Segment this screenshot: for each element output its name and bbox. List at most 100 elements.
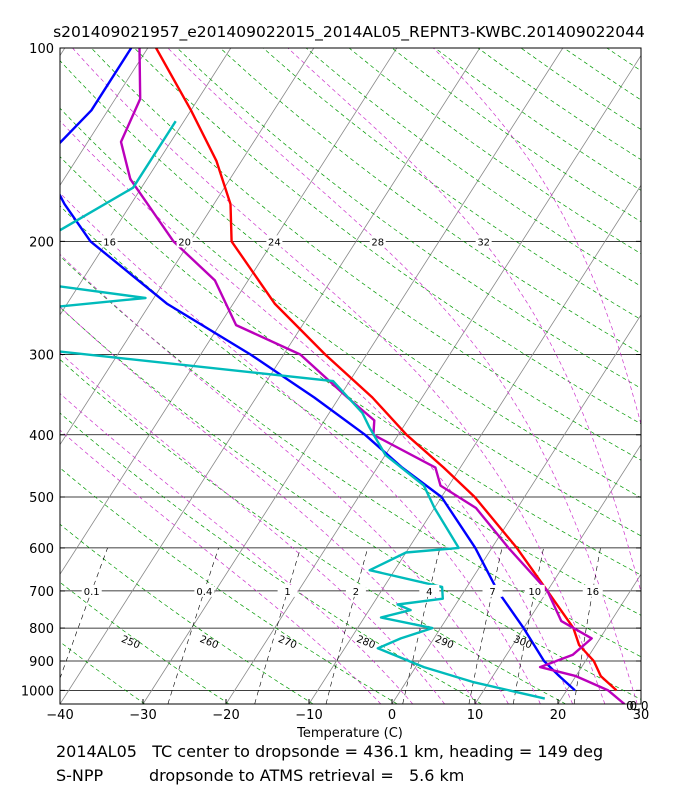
moist-adiabat-label-bg — [369, 235, 386, 248]
moist-adiabat-label-bg — [101, 235, 118, 248]
y-tick-label: 1000 — [21, 684, 54, 699]
dry-adiabat-label: 270 — [276, 634, 298, 651]
y-tick-label: 400 — [29, 429, 54, 444]
moist-adiabat-label: 16 — [103, 237, 116, 248]
dry-adiabat-label: 260 — [198, 634, 220, 651]
dry-adiabat — [60, 581, 230, 704]
x-tick-label: −30 — [129, 708, 156, 723]
mixing-ratio-label: 4 — [426, 587, 432, 598]
moist-adiabat — [287, 48, 641, 594]
mixing-ratio-label: 0.1 — [84, 587, 100, 598]
y-tick-label: 600 — [29, 542, 54, 557]
mixing-ratio-line — [254, 547, 301, 704]
mixing-ratio-label: 7 — [489, 587, 495, 598]
series-retrieval-temperature — [119, 48, 626, 704]
mixing-ratio-label-bg — [582, 584, 603, 597]
mixing-ratio-line — [512, 547, 544, 704]
isotherm — [474, 443, 641, 704]
isotherm — [557, 573, 641, 704]
isotherm — [60, 48, 481, 704]
sounding-series — [60, 48, 626, 704]
moist-adiabat-label-bg — [475, 235, 492, 248]
mixing-ratio-label: 1 — [284, 587, 290, 598]
mixing-ratio-line — [167, 547, 219, 704]
chart-title: s201409021957_e201409022015_2014AL05_REP… — [53, 23, 645, 42]
moist-adiabat — [60, 192, 541, 704]
plot-frame — [59, 47, 642, 705]
y-tick-label: 800 — [29, 622, 54, 637]
mixing-ratio-label: 0.4 — [196, 587, 212, 598]
y-tick-label: 500 — [29, 491, 54, 506]
mixing-ratio-label: 10 — [528, 587, 541, 598]
isotherm — [308, 184, 641, 704]
x-tick-label: 30 — [633, 708, 650, 723]
moist-adiabat — [60, 253, 509, 704]
mixing-ratio-label-bg — [419, 584, 440, 597]
mixing-ratio-line — [325, 547, 369, 704]
dry-adiabat — [60, 107, 641, 537]
moist-adiabat-label: 28 — [371, 237, 384, 248]
dry-adiabat — [477, 48, 641, 161]
x-tick-label: 0 — [388, 708, 396, 723]
mixing-ratio-label: 16 — [586, 587, 599, 598]
caption-line-1: 2014AL05 TC center to dropsonde = 436.1 … — [56, 742, 604, 761]
isotherm — [60, 48, 315, 446]
dry-adiabat — [563, 48, 641, 101]
moist-adiabat — [60, 120, 573, 704]
moist-adiabat — [60, 352, 445, 704]
dry-adiabat — [60, 641, 146, 704]
y-tick-label: 200 — [29, 235, 54, 250]
mixing-ratio-label: 2 — [353, 587, 359, 598]
moist-adiabat — [60, 306, 477, 704]
isotherm — [142, 48, 564, 704]
moist-adiabat — [167, 48, 638, 704]
dry-adiabat — [520, 48, 641, 130]
dry-adiabat-label: 280 — [355, 634, 377, 651]
y-tick-label: 900 — [29, 655, 54, 670]
isotherm — [60, 48, 66, 57]
series-retrieval-dewpoint — [60, 120, 546, 700]
background-grid — [60, 48, 641, 704]
dry-adiabat — [262, 48, 641, 320]
dry-adiabat — [60, 412, 482, 704]
x-tick-label: −40 — [46, 708, 73, 723]
y-tick-label: 700 — [29, 585, 54, 600]
dry-adiabat — [60, 255, 641, 658]
dry-adiabat — [176, 48, 641, 389]
dry-adiabat — [60, 467, 398, 704]
dry-adiabat-label: 290 — [433, 634, 455, 651]
mixing-ratio-label-bg — [194, 584, 215, 597]
dry-adiabat — [60, 306, 641, 700]
isotherm — [60, 48, 232, 316]
mixing-ratio-line — [573, 547, 601, 704]
dry-adiabat — [60, 703, 61, 704]
moist-adiabat — [60, 393, 414, 704]
moist-adiabat-label: 20 — [178, 237, 191, 248]
mixing-ratio-line — [468, 547, 503, 704]
mixing-ratio-label-bg — [345, 584, 366, 597]
y-tick-label: 100 — [29, 42, 54, 57]
x-tick-label: 10 — [467, 708, 484, 723]
moist-adiabat — [60, 429, 382, 704]
moist-adiabat-label: 32 — [477, 237, 490, 248]
moist-adiabat-label-bg — [266, 235, 283, 248]
moist-adiabat — [72, 48, 606, 704]
caption-line-2: S-NPP dropsonde to ATMS retrieval = 5.6 … — [56, 766, 465, 785]
dry-adiabat — [91, 48, 641, 461]
moist-adiabat-label-bg — [176, 235, 193, 248]
mixing-ratio-label-bg — [81, 584, 102, 597]
dry-adiabat — [434, 48, 641, 191]
mixing-ratio-line — [60, 547, 108, 680]
mixing-ratio-label-bg — [277, 584, 298, 597]
corner-label-1: 0.0 — [629, 699, 648, 713]
isotherm — [60, 48, 149, 186]
dry-adiabat — [60, 359, 566, 704]
dry-adiabat — [60, 156, 641, 576]
isotherm — [391, 314, 641, 704]
isotherm — [640, 703, 641, 704]
mixing-ratio-label-bg — [482, 584, 503, 597]
corner-label-2: 0 — [626, 699, 634, 713]
dry-adiabat-label: 250 — [120, 634, 142, 651]
